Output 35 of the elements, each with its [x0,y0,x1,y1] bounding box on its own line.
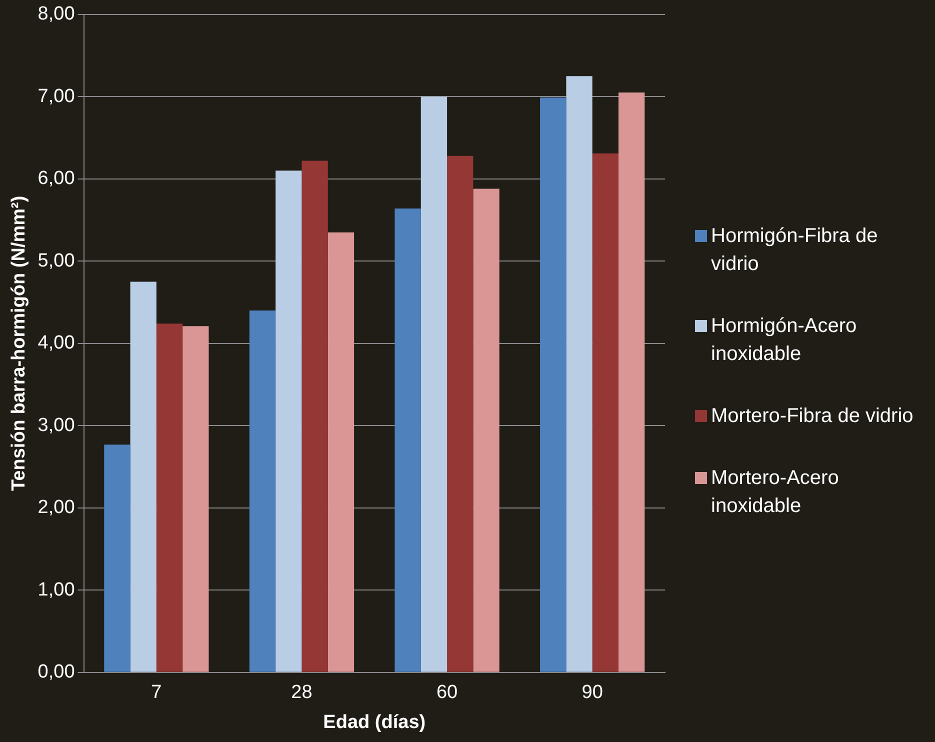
bar [618,92,645,672]
bar [394,208,421,672]
y-tick-label: 8,00 [38,4,75,25]
bar [249,310,276,672]
x-tick-label: 7 [151,682,162,704]
bar [592,153,619,672]
bar [473,188,500,672]
y-tick-label: 2,00 [38,497,75,518]
legend-label: Mortero-Acero inoxidable [711,466,840,519]
bar [156,324,183,672]
y-tick-label: 0,00 [38,662,75,683]
x-tick-label: 60 [436,682,458,704]
x-tick-label: 90 [582,682,603,704]
bar [328,232,354,672]
bar [566,76,592,672]
y-tick-label: 4,00 [38,332,75,354]
legend-label: Hormigón-Acero inoxidable [711,314,858,367]
bar [540,97,566,672]
bar [276,170,302,672]
legend-label: Hormigón-Fibra de vidrio [711,224,879,277]
y-tick-label: 7,00 [38,86,75,107]
bar [130,282,156,672]
y-axis-title: Tensión barra-hormigón (N/mm²) [8,196,30,492]
y-tick-label: 3,00 [38,414,75,436]
y-tick-label: 6,00 [38,168,75,190]
bar [420,96,448,672]
x-axis-title: Edad (días) [323,712,426,733]
legend-label: Mortero-Fibra de vidrio [711,404,914,429]
bar [182,326,209,672]
bar [104,444,130,672]
y-tick-label: 5,00 [38,250,75,272]
bar [302,160,328,672]
x-tick-label: 28 [291,682,312,704]
bar [447,156,474,672]
y-tick-label: 1,00 [38,579,75,600]
